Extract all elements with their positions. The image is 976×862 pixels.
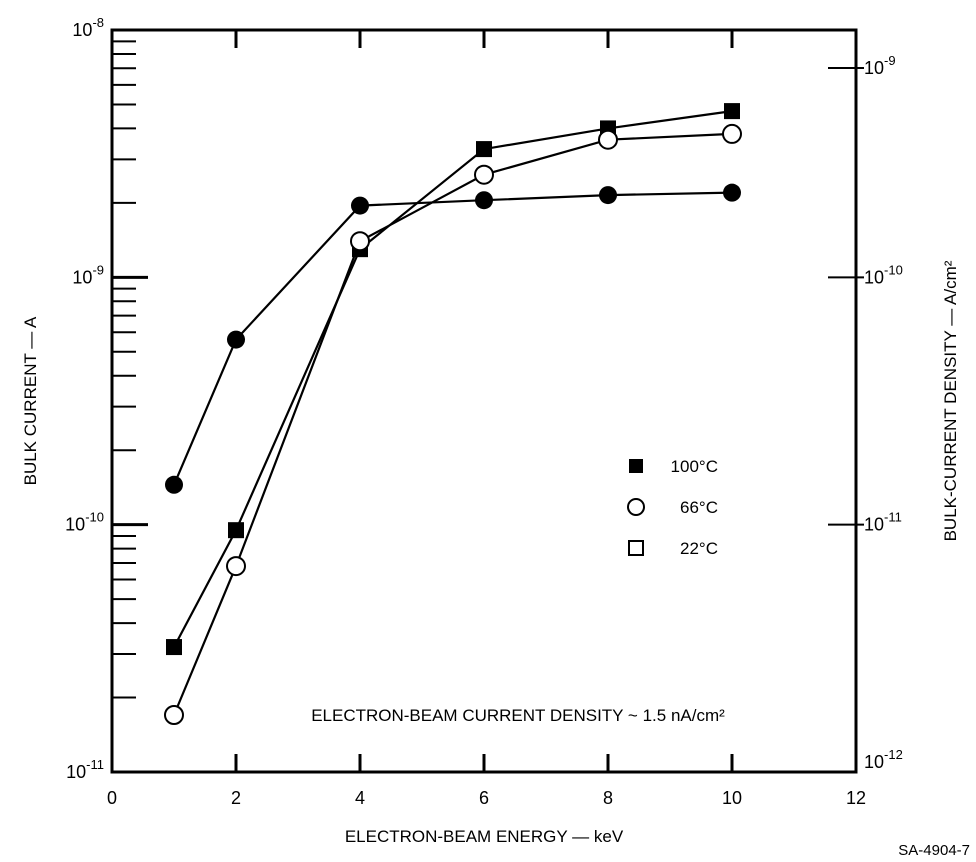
y-tick-labels: 10-11 10-10 10-9 10-8 bbox=[65, 15, 104, 782]
data-point-circle-filled bbox=[599, 186, 617, 205]
x-tick-label: 12 bbox=[846, 788, 866, 808]
data-point-circle-filled bbox=[475, 191, 493, 210]
data-point-square-filled bbox=[228, 522, 244, 539]
y-axis-label: BULK CURRENT — A bbox=[21, 316, 40, 485]
series-lines bbox=[172, 110, 733, 716]
series-line-0 bbox=[173, 110, 733, 648]
legend-label: 22°C bbox=[680, 539, 718, 558]
data-point-square-filled bbox=[476, 141, 492, 158]
y-right-axis-label: BULK-CURRENT DENSITY — A/cm² bbox=[941, 260, 960, 541]
data-point-square-filled bbox=[166, 639, 182, 656]
legend-marker-circle-open bbox=[627, 498, 645, 516]
y-right-tick-label: 10-9 bbox=[864, 53, 896, 78]
data-point-circle-filled bbox=[227, 330, 245, 349]
data-point-circle-open bbox=[474, 164, 494, 185]
y-tick-label: 10-11 bbox=[66, 757, 104, 782]
data-point-circle-open bbox=[598, 129, 618, 150]
y-right-tick-label: 10-11 bbox=[864, 510, 902, 535]
y-right-tick-labels: 10-12 10-11 10-10 10-9 bbox=[864, 53, 903, 772]
y-tick-label: 10-8 bbox=[72, 15, 104, 40]
series-line-1 bbox=[172, 132, 733, 716]
data-point-circle-filled bbox=[723, 183, 741, 202]
series-line-2 bbox=[172, 191, 733, 486]
data-point-circle-open bbox=[226, 556, 246, 577]
legend-item: 22°C bbox=[628, 539, 718, 558]
data-point-square-filled bbox=[724, 103, 740, 120]
x-tick-label: 8 bbox=[603, 788, 613, 808]
legend-label: 100°C bbox=[671, 457, 718, 476]
minor-ticks bbox=[112, 40, 136, 699]
legend-item: 100°C bbox=[629, 457, 718, 476]
x-tick-label: 4 bbox=[355, 788, 365, 808]
y-right-tick-label: 10-10 bbox=[864, 262, 903, 287]
data-point-circle-open bbox=[350, 231, 370, 252]
x-axis-label: ELECTRON-BEAM ENERGY — keV bbox=[345, 827, 624, 846]
legend-marker-square-open bbox=[628, 540, 644, 556]
data-point-circle-filled bbox=[351, 196, 369, 215]
legend: 100°C 66°C 22°C bbox=[627, 457, 718, 558]
x-tick-label: 10 bbox=[722, 788, 742, 808]
x-tick-label: 2 bbox=[231, 788, 241, 808]
y-right-tick-label: 10-12 bbox=[864, 747, 903, 772]
legend-marker-square-filled bbox=[629, 459, 643, 473]
data-point-circle-filled bbox=[165, 475, 183, 494]
annotation-text: ELECTRON-BEAM CURRENT DENSITY ~ 1.5 nA/c… bbox=[311, 706, 725, 725]
figure-id: SA-4904-7 bbox=[898, 842, 970, 859]
x-tick-labels: 0 2 4 6 8 10 12 bbox=[107, 788, 866, 808]
data-point-circle-open bbox=[164, 705, 184, 726]
x-tick-label: 0 bbox=[107, 788, 117, 808]
data-point-circle-open bbox=[722, 123, 742, 144]
legend-label: 66°C bbox=[680, 498, 718, 517]
y-tick-label: 10-10 bbox=[65, 510, 104, 535]
x-tick-label: 6 bbox=[479, 788, 489, 808]
legend-item: 66°C bbox=[627, 498, 718, 517]
y-tick-label: 10-9 bbox=[72, 262, 104, 287]
major-ticks bbox=[112, 28, 864, 774]
series-markers bbox=[164, 103, 742, 726]
